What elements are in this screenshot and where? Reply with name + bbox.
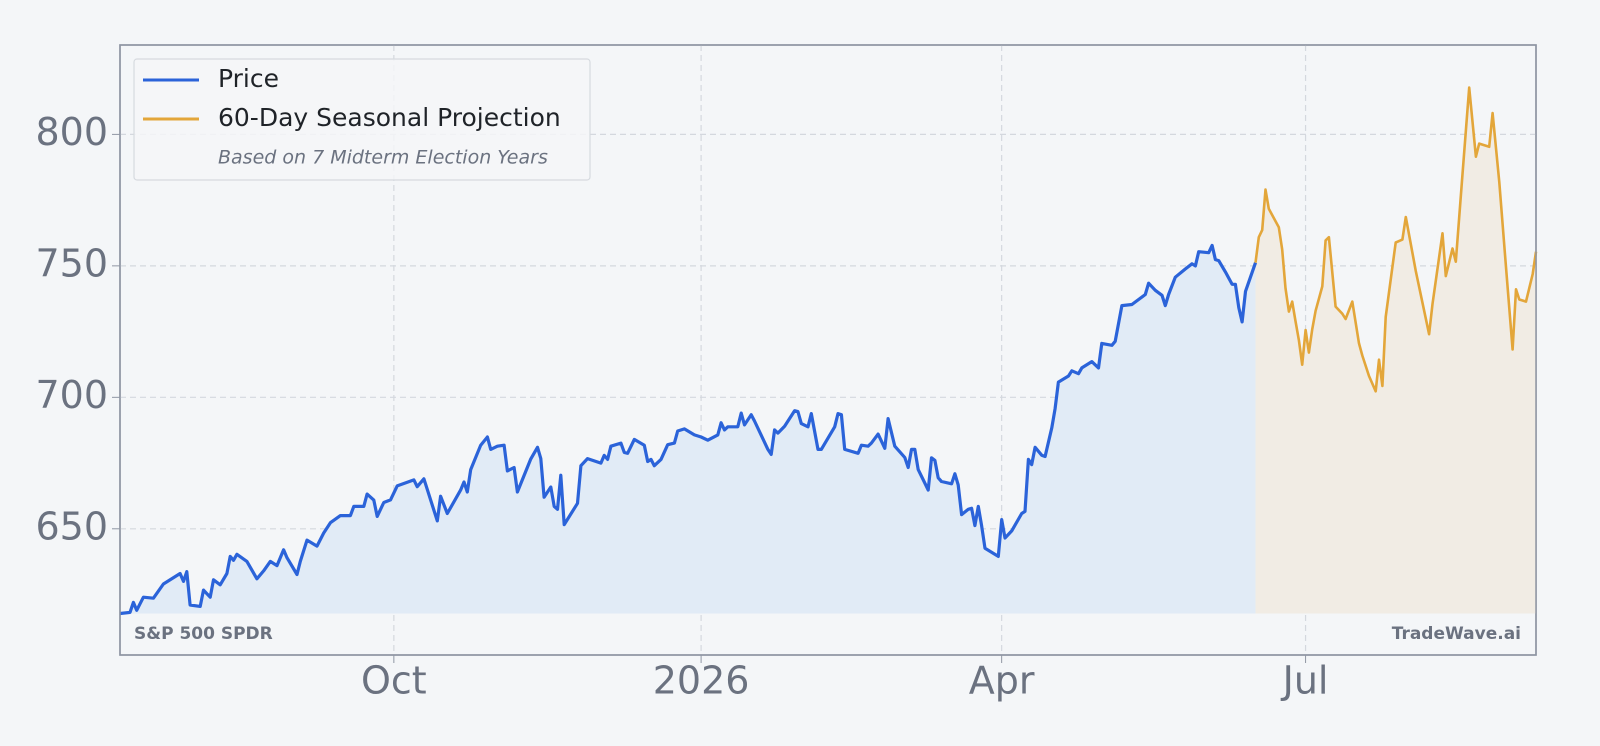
y-tick-label: 700 [35,373,108,417]
x-tick-label: 2026 [653,659,750,703]
lines [119,86,1538,616]
areas [120,87,1536,614]
legend-label: 60-Day Seasonal Projection [218,103,561,132]
line [1254,86,1538,393]
area [120,245,1256,614]
brand-label: TradeWave.ai [1392,624,1521,644]
legend-box [133,58,591,181]
x-tick-label: Oct [361,659,427,703]
y-tick-label: 800 [35,110,108,154]
x-tick-label: Jul [1281,659,1329,703]
legend: Price 60-Day Seasonal Projection [143,64,561,132]
x-tick-label: Apr [969,659,1035,703]
legend-label: Price [218,64,279,93]
ticks: 650 700 750 800 Oct 2026 Apr Jul [35,110,1328,703]
y-tick-label: 750 [35,241,108,285]
line [119,243,1258,616]
source-label: S&P 500 SPDR [134,624,273,644]
y-tick-label: 650 [35,504,108,548]
plot-border [119,44,1537,656]
area [1255,87,1536,614]
legend-note: Based on 7 Midterm Election Years [218,147,548,169]
